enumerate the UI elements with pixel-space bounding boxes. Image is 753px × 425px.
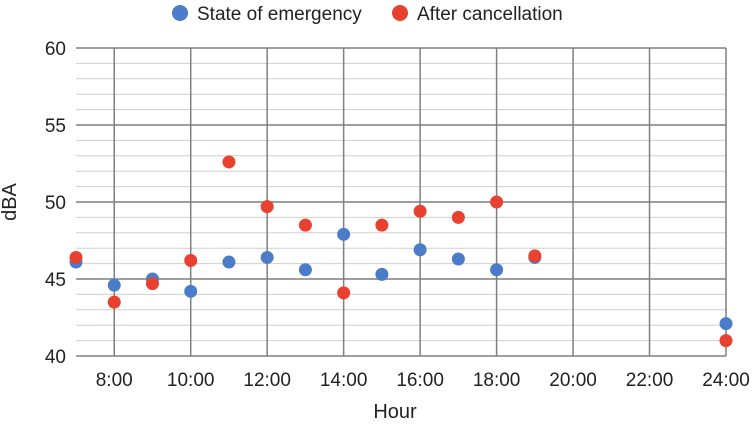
point-state-of-emergency	[337, 227, 351, 241]
data-points	[69, 155, 733, 348]
legend-label-state-of-emergency: State of emergency	[197, 4, 362, 25]
y-tick-label: 50	[45, 193, 66, 214]
point-state-of-emergency	[451, 252, 465, 266]
legend-label-after-cancellation: After cancellation	[417, 4, 563, 25]
point-after-cancellation	[375, 218, 389, 232]
x-tick-label: 20:00	[549, 370, 597, 391]
point-after-cancellation	[222, 155, 236, 169]
minor-gridlines	[76, 62, 726, 342]
point-state-of-emergency	[184, 284, 198, 298]
y-axis-ticks: 40 45 50 55 60	[45, 39, 66, 368]
point-state-of-emergency	[719, 317, 733, 331]
point-state-of-emergency	[298, 263, 312, 277]
point-after-cancellation	[184, 254, 198, 268]
y-tick-label: 40	[45, 347, 66, 368]
point-after-cancellation	[69, 250, 83, 264]
point-state-of-emergency	[490, 263, 504, 277]
point-state-of-emergency	[107, 278, 121, 292]
x-axis-title: Hour	[373, 401, 417, 423]
point-state-of-emergency	[222, 255, 236, 269]
x-tick-label: 16:00	[396, 370, 444, 391]
x-axis-ticks: 8:00 10:00 12:00 14:00 16:00 18:00 20:00 22:00 2…	[96, 370, 750, 391]
point-state-of-emergency	[375, 267, 389, 281]
point-after-cancellation	[337, 286, 351, 300]
point-after-cancellation	[528, 249, 542, 263]
point-after-cancellation	[719, 334, 733, 348]
y-tick-label: 55	[45, 116, 66, 137]
x-tick-label: 8:00	[96, 370, 133, 391]
legend-marker-state-of-emergency	[172, 5, 188, 21]
x-tick-label: 10:00	[167, 370, 215, 391]
x-tick-label: 12:00	[243, 370, 291, 391]
point-state-of-emergency	[260, 250, 274, 264]
y-axis-title: dBA	[0, 182, 21, 220]
y-tick-label: 45	[45, 270, 66, 291]
point-after-cancellation	[490, 195, 504, 209]
point-state-of-emergency	[413, 243, 427, 257]
y-tick-label: 60	[45, 39, 66, 60]
point-after-cancellation	[107, 295, 121, 309]
point-after-cancellation	[260, 200, 274, 214]
legend: State of emergency After cancellation	[172, 4, 563, 25]
point-after-cancellation	[413, 204, 427, 218]
x-tick-label: 22:00	[626, 370, 674, 391]
x-tick-label: 24:00	[702, 370, 750, 391]
x-tick-label: 18:00	[473, 370, 521, 391]
point-after-cancellation	[451, 210, 465, 224]
point-after-cancellation	[298, 218, 312, 232]
point-after-cancellation	[145, 277, 159, 291]
legend-marker-after-cancellation	[392, 5, 408, 21]
x-tick-label: 14:00	[320, 370, 368, 391]
